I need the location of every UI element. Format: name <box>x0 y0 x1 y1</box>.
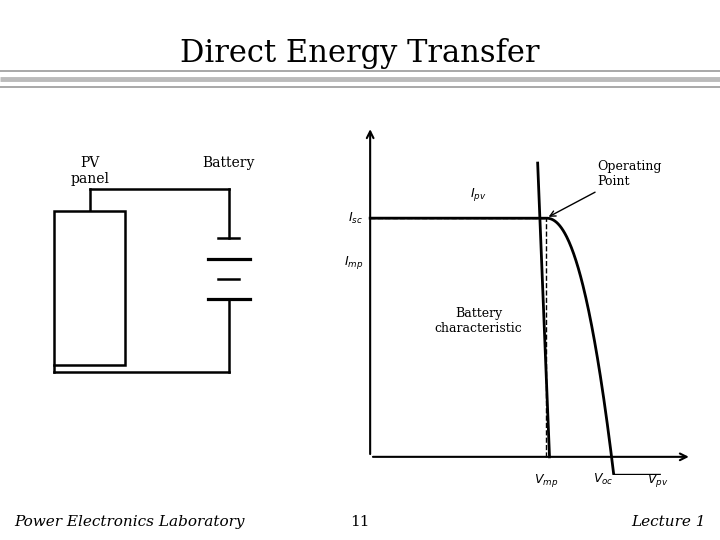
Text: Direct Energy Transfer: Direct Energy Transfer <box>180 38 540 69</box>
Text: $V_{oc}$: $V_{oc}$ <box>593 471 614 487</box>
Text: Battery
characteristic: Battery characteristic <box>435 307 522 335</box>
Text: $V_{pv}$: $V_{pv}$ <box>647 471 668 489</box>
Text: Operating
Point: Operating Point <box>550 160 662 216</box>
Text: $I_{pv}$: $I_{pv}$ <box>470 186 487 204</box>
Text: $I_{mp}$: $I_{mp}$ <box>344 254 364 271</box>
Text: PV
panel: PV panel <box>70 156 109 186</box>
Bar <box>54 211 125 365</box>
Text: 11: 11 <box>350 515 370 529</box>
Text: Power Electronics Laboratory: Power Electronics Laboratory <box>14 515 245 529</box>
Text: Battery: Battery <box>203 156 255 170</box>
Text: $I_{sc}$: $I_{sc}$ <box>348 211 364 226</box>
Text: $V_{mp}$: $V_{mp}$ <box>534 471 558 489</box>
Text: Lecture 1: Lecture 1 <box>631 515 706 529</box>
